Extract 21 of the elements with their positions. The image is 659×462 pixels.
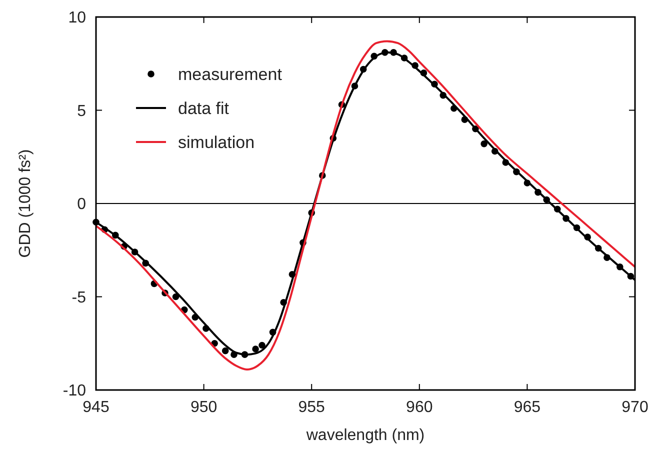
x-tick-label: 955 [298,399,326,416]
point [222,347,229,354]
legend-label: data fit [178,99,230,118]
y-axis-title: GDD (1000 fs²) [17,149,34,258]
y-tick-label: -5 [72,289,86,306]
x-tick-label: 945 [82,399,110,416]
x-tick-label: 970 [622,399,648,416]
legend-label: simulation [178,133,255,152]
y-tick-label: 0 [77,196,86,213]
y-tick-label: 10 [68,10,86,26]
legend-label: measurement [178,65,282,84]
x-tick-label: 950 [190,399,218,416]
point [172,293,180,300]
y-tick-label: 5 [77,102,86,120]
x-tick-label: 965 [514,399,541,416]
point [258,342,266,349]
point [252,346,259,352]
x-axis-title: wavelength (nm) [305,427,425,444]
y-tick-label: -10 [62,382,86,400]
x-tick-label: 960 [406,399,433,416]
point [480,140,488,148]
